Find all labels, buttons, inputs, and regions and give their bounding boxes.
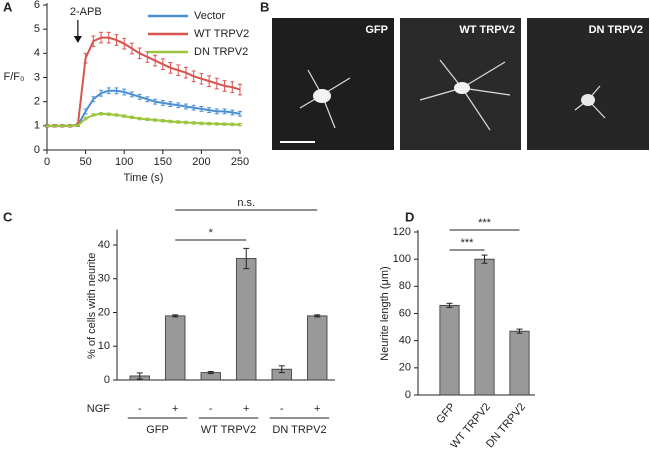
- series-line: [47, 89, 241, 127]
- factor-label: NGF: [87, 403, 111, 415]
- panel-letter: D: [405, 209, 414, 224]
- y-tick-label: 20: [98, 306, 110, 318]
- x-tick-label: 150: [154, 156, 172, 168]
- y-tick-label: 40: [399, 335, 411, 347]
- micrograph-caption: WT TRPV2: [459, 24, 515, 36]
- x-tick-label: -: [280, 403, 284, 415]
- y-tick-label: 1: [34, 120, 40, 132]
- significance-label: *: [209, 227, 214, 239]
- legend-label: Vector: [194, 10, 226, 22]
- y-tick-label: 3: [34, 71, 40, 83]
- y-tick-label: 80: [399, 280, 411, 292]
- y-tick-label: 4: [34, 47, 40, 59]
- neuron: [299, 59, 606, 131]
- significance-label: n.s.: [237, 197, 255, 209]
- y-tick-label: 0: [405, 389, 411, 401]
- y-tick-label: 2: [34, 96, 40, 108]
- y-tick-label: 30: [98, 273, 110, 285]
- significance-label: ***: [461, 237, 475, 249]
- legend-label: DN TRPV2: [194, 46, 248, 58]
- y-tick-label: 0: [34, 144, 40, 156]
- x-tick-label: 250: [231, 156, 249, 168]
- x-tick-label: +: [243, 403, 249, 415]
- cell-body: [581, 94, 595, 106]
- y-tick-label: 100: [393, 253, 411, 265]
- x-tick-label: GFP: [434, 401, 458, 426]
- significance-label: ***: [478, 217, 492, 229]
- cell-body: [313, 89, 331, 103]
- y-tick-label: 10: [98, 340, 110, 352]
- y-tick-label: 0: [104, 374, 110, 386]
- x-tick-label: +: [172, 403, 178, 415]
- micrograph-caption: DN TRPV2: [589, 24, 643, 36]
- x-tick-label: 0: [44, 156, 50, 168]
- x-tick-label: -: [138, 403, 142, 415]
- y-axis-label: F/F₀: [3, 71, 24, 83]
- y-tick-label: 5: [34, 23, 40, 35]
- panel-letter: C: [3, 209, 13, 224]
- panel-letter: A: [3, 0, 13, 14]
- y-tick-label: 40: [98, 239, 110, 251]
- panel-letter: B: [260, 0, 269, 14]
- y-axis-label: % of cells with neurite: [86, 253, 98, 359]
- annotation: 2-APB: [70, 6, 102, 18]
- x-tick-label: +: [314, 403, 320, 415]
- y-tick-label: 60: [399, 307, 411, 319]
- x-axis-label: Time (s): [124, 172, 164, 184]
- micrograph-caption: GFP: [365, 24, 388, 36]
- cell-body: [454, 82, 470, 94]
- micrograph: [527, 18, 649, 150]
- x-tick-label: 50: [79, 156, 91, 168]
- y-axis-label: Neurite length (μm): [379, 266, 391, 360]
- micrograph: [272, 18, 394, 150]
- micrograph-panel: B GFP WT TRPV2 DN TRPV2: [260, 0, 649, 150]
- annotation-arrowhead: [73, 36, 82, 43]
- series-line: [47, 36, 241, 127]
- bar: [236, 258, 257, 381]
- group-label: WT TRPV2: [201, 424, 256, 436]
- series-line: [47, 112, 241, 127]
- y-tick-label: 20: [399, 362, 411, 374]
- group-label: GFP: [146, 424, 169, 436]
- y-tick-label: 6: [34, 0, 40, 11]
- y-tick-label: 120: [393, 226, 411, 238]
- x-tick-label: -: [209, 403, 213, 415]
- bar: [165, 315, 186, 381]
- group-label: DN TRPV2: [272, 424, 326, 436]
- bar: [439, 304, 460, 396]
- x-tick-label: 200: [192, 156, 210, 168]
- bar: [474, 258, 495, 396]
- x-tick-label: 100: [115, 156, 133, 168]
- bar: [307, 315, 328, 381]
- legend-label: WT TRPV2: [194, 28, 249, 40]
- bar: [509, 330, 530, 396]
